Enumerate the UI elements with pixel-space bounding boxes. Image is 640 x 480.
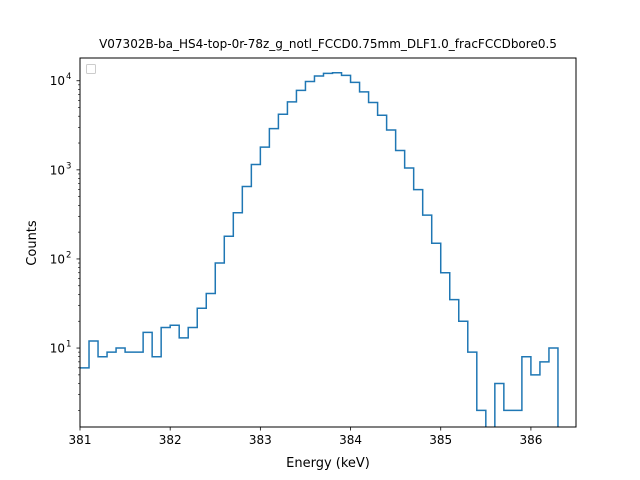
series-layer bbox=[80, 71, 559, 427]
plot-frame bbox=[79, 57, 577, 428]
y-tick-exponent: 3 bbox=[66, 161, 71, 171]
x-tick-label: 384 bbox=[339, 433, 362, 447]
chart-title: V07302B-ba_HS4-top-0r-78z_g_notl_FCCD0.7… bbox=[99, 37, 557, 51]
x-tick-label: 381 bbox=[69, 433, 92, 447]
y-axis-label: Counts bbox=[25, 220, 40, 266]
x-axis-label: Energy (keV) bbox=[286, 456, 370, 471]
x-tick-label: 386 bbox=[519, 433, 542, 447]
y-tick-label: 10 bbox=[50, 252, 65, 266]
y-tick-label: 10 bbox=[50, 163, 65, 177]
x-tick-label: 385 bbox=[429, 433, 452, 447]
x-tick-label: 383 bbox=[249, 433, 272, 447]
legend-box bbox=[86, 64, 96, 74]
y-tick-exponent: 2 bbox=[66, 250, 71, 260]
y-tick-exponent: 4 bbox=[66, 72, 71, 82]
y-tick-exponent: 1 bbox=[66, 340, 71, 350]
y-tick-label: 10 bbox=[50, 74, 65, 88]
x-tick-label: 382 bbox=[159, 433, 182, 447]
histogram-step-line bbox=[80, 71, 559, 427]
y-tick-label: 10 bbox=[50, 342, 65, 356]
